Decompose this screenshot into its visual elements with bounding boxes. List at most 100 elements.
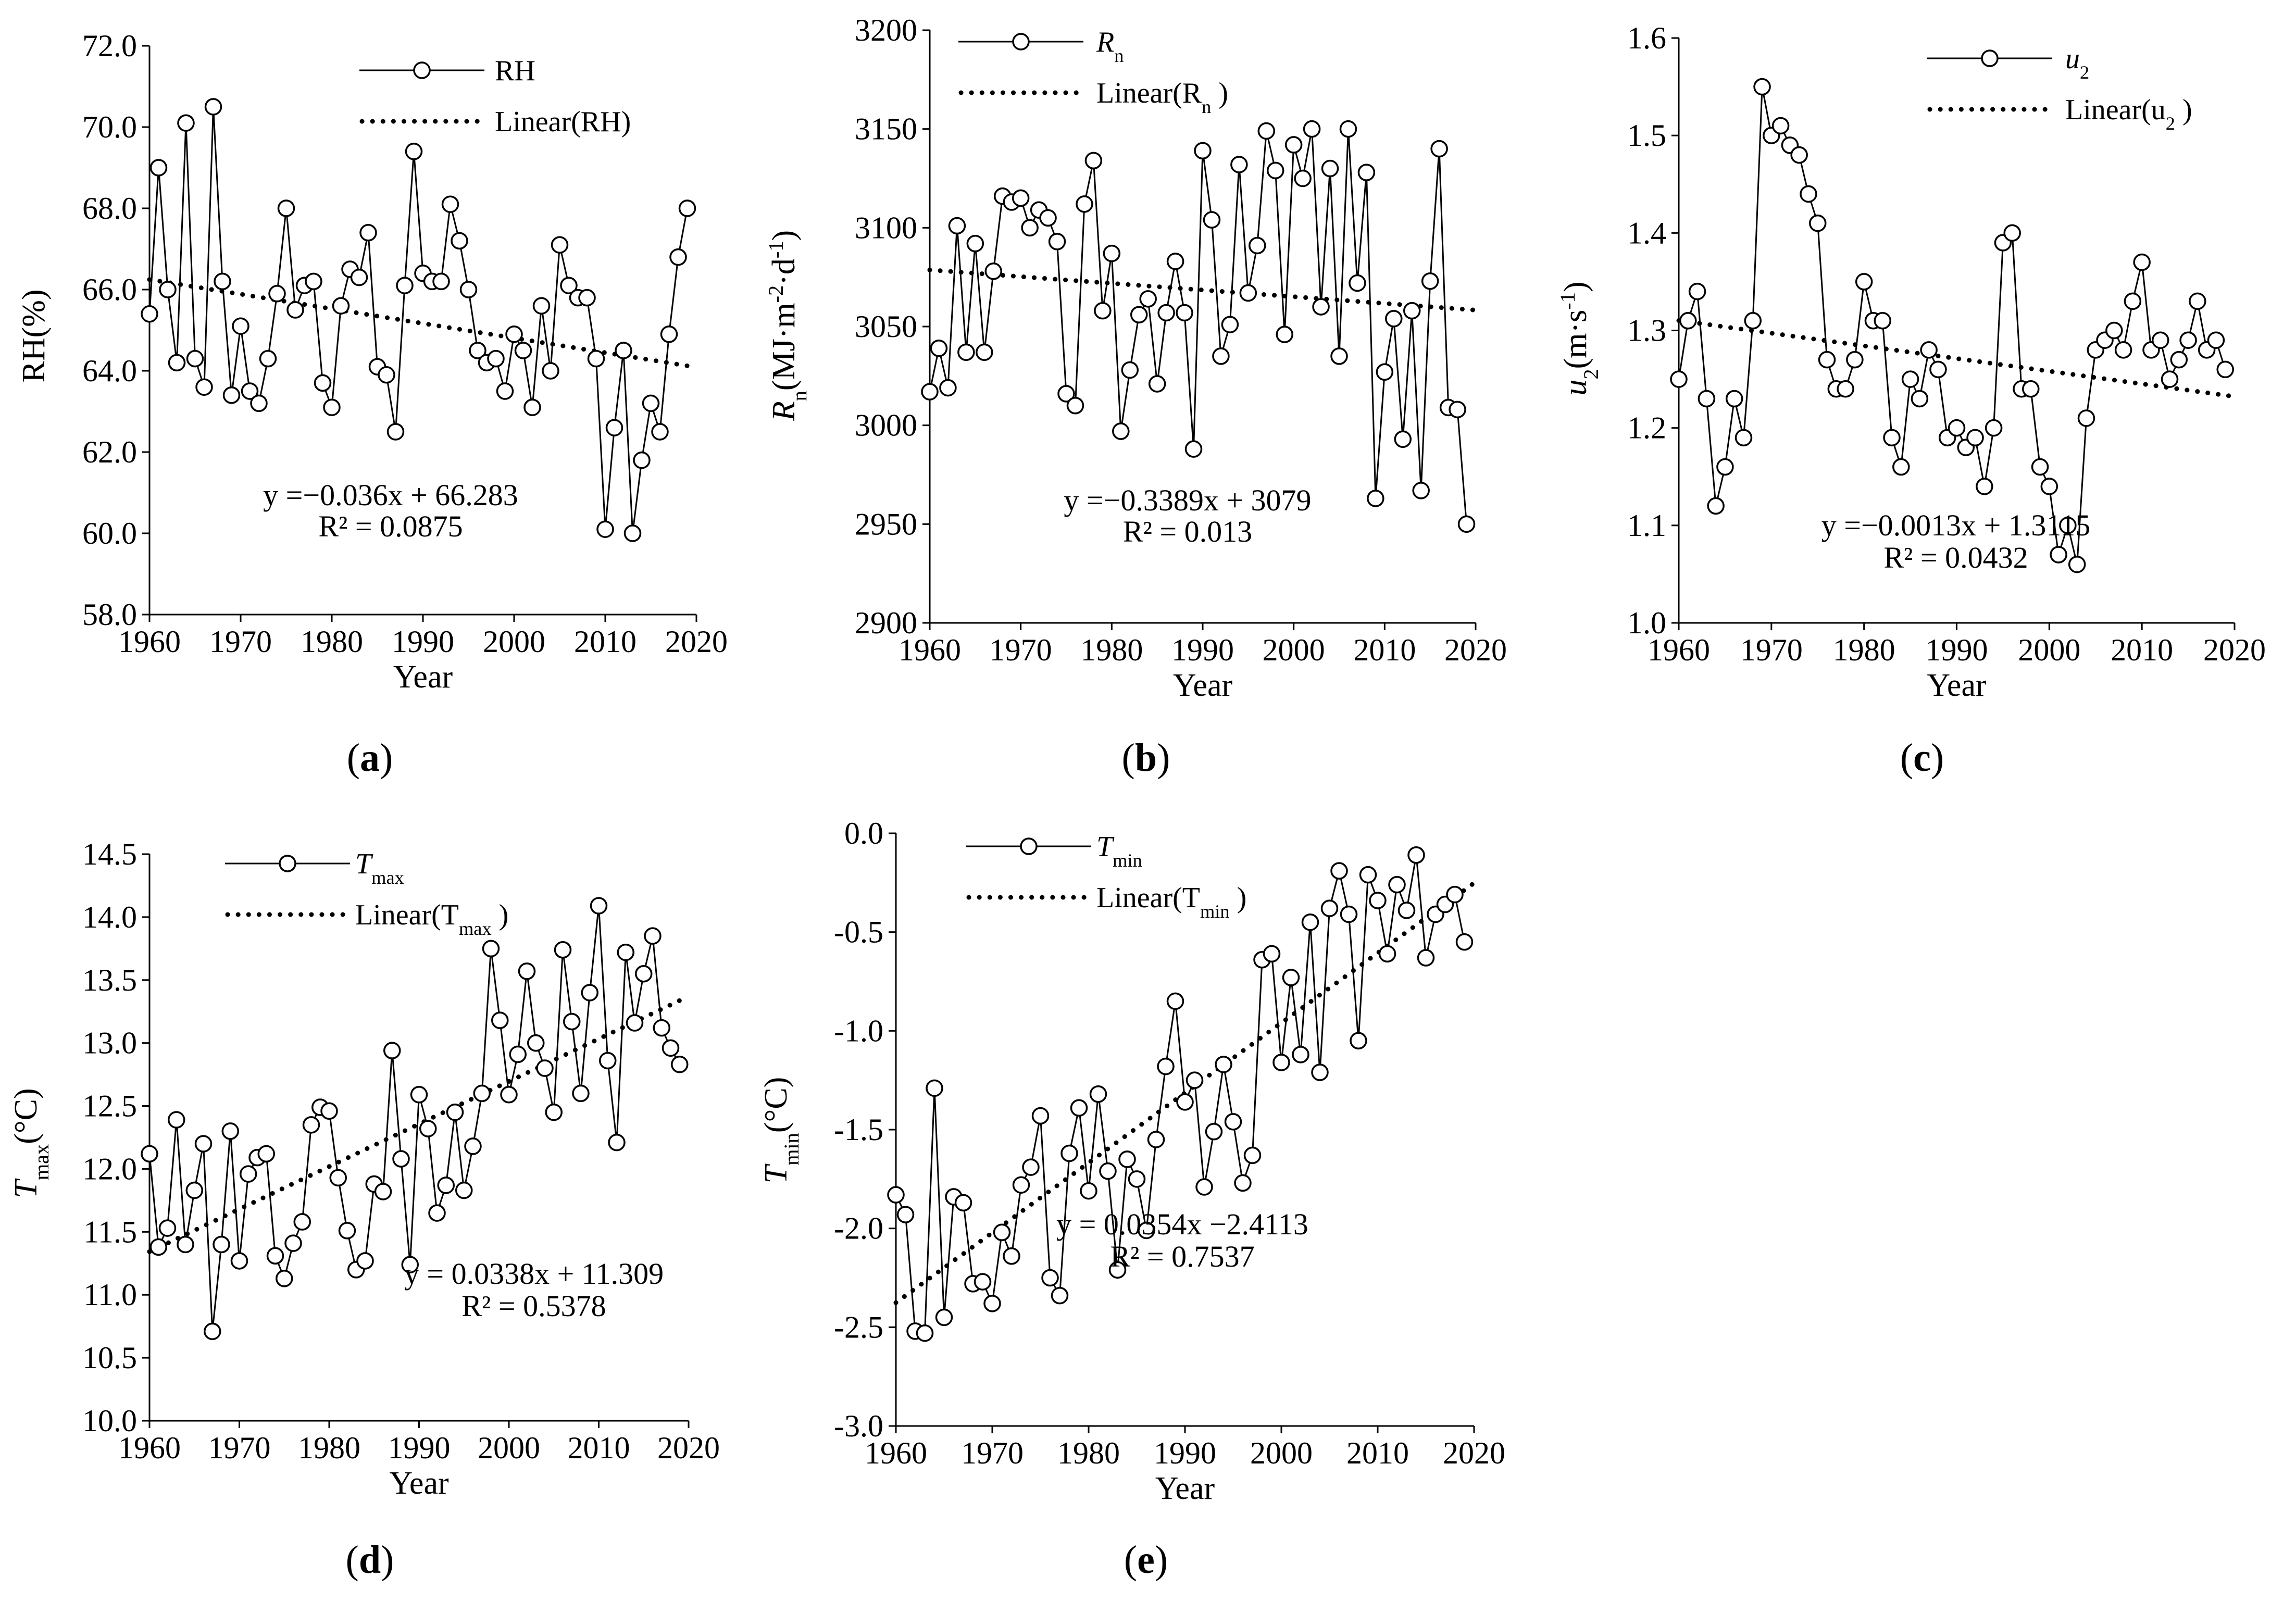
data-point bbox=[1350, 1032, 1367, 1050]
y-tick-label: 12.5 bbox=[82, 1089, 137, 1123]
x-tick-label: 1970 bbox=[208, 1431, 271, 1465]
data-point bbox=[141, 305, 158, 323]
data-point bbox=[1966, 429, 1984, 447]
legend-series-marker bbox=[1012, 33, 1030, 51]
data-point bbox=[1376, 363, 1394, 381]
data-point bbox=[1166, 253, 1184, 270]
data-point bbox=[623, 524, 642, 542]
data-point bbox=[2179, 331, 2197, 349]
data-point bbox=[1403, 302, 1421, 320]
data-point bbox=[1707, 497, 1725, 515]
data-point bbox=[2170, 351, 2188, 369]
data-point bbox=[500, 1086, 518, 1104]
data-point bbox=[509, 1045, 527, 1064]
data-point bbox=[1976, 478, 1993, 495]
data-point bbox=[887, 1186, 905, 1204]
data-point bbox=[926, 1079, 943, 1097]
data-point bbox=[1725, 390, 1743, 408]
legend-trend-label: Linear(RH) bbox=[495, 106, 631, 138]
data-point bbox=[359, 224, 377, 242]
x-tick-label: 1990 bbox=[1171, 633, 1234, 667]
r-squared: R² = 0.7537 bbox=[1110, 1240, 1254, 1273]
data-point bbox=[1294, 169, 1312, 187]
data-point bbox=[1920, 341, 1938, 359]
data-point bbox=[1051, 1286, 1069, 1305]
data-point bbox=[1041, 1269, 1059, 1287]
data-point bbox=[149, 1238, 167, 1256]
y-tick-label: 10.5 bbox=[82, 1341, 137, 1375]
data-point bbox=[314, 374, 332, 392]
x-tick-label: 1980 bbox=[301, 624, 363, 659]
chart-panel-c: 1.0 1.1 1.2 1.3 1.4 1.5 1.6 1960 1970 1980 1990 200… bbox=[1556, 21, 2266, 780]
legend-series-marker bbox=[279, 855, 296, 872]
data-point bbox=[1112, 422, 1130, 440]
data-point bbox=[141, 1145, 158, 1163]
data-point bbox=[948, 217, 966, 235]
data-point bbox=[1449, 401, 1466, 419]
data-point bbox=[1378, 945, 1396, 963]
data-point bbox=[1330, 862, 1348, 880]
data-point bbox=[551, 236, 569, 254]
data-point bbox=[974, 1273, 992, 1291]
data-point bbox=[1221, 316, 1239, 333]
y-tick-label: -1.5 bbox=[834, 1112, 883, 1147]
data-point bbox=[158, 1219, 177, 1237]
y-tick-label: 3150 bbox=[855, 112, 917, 146]
data-point bbox=[921, 383, 939, 401]
x-tick-label: 1990 bbox=[392, 624, 454, 659]
data-point bbox=[1412, 482, 1430, 499]
data-point bbox=[617, 943, 634, 961]
data-point bbox=[1367, 490, 1384, 507]
y-tick-label: 3100 bbox=[855, 210, 917, 245]
data-point bbox=[338, 1222, 356, 1240]
x-tick-label: 2000 bbox=[483, 624, 545, 659]
data-point bbox=[1176, 1093, 1194, 1111]
chart-panel-e: -3.0 -2.5 -2.0 -1.5 -1.0 -0.5 0.0 1960 1970 1980 1… bbox=[758, 816, 1505, 1582]
panel-label: (c) bbox=[1900, 736, 1944, 780]
x-tick-label: 2010 bbox=[1346, 1436, 1409, 1470]
data-point bbox=[939, 379, 957, 397]
y-tick-label: 13.5 bbox=[82, 963, 137, 997]
data-point bbox=[605, 419, 623, 436]
data-point bbox=[1139, 290, 1157, 308]
x-tick-label: 2000 bbox=[478, 1431, 540, 1465]
r-squared: R² = 0.0432 bbox=[1883, 541, 2028, 574]
data-point bbox=[374, 1183, 392, 1200]
data-point bbox=[1688, 282, 1706, 301]
data-point bbox=[966, 234, 984, 253]
data-point bbox=[642, 394, 660, 412]
data-point bbox=[195, 378, 213, 396]
data-point bbox=[464, 1137, 482, 1155]
data-point bbox=[437, 1177, 455, 1194]
data-point bbox=[599, 1052, 617, 1070]
data-point bbox=[446, 1103, 464, 1121]
x-tick-label: 2000 bbox=[2018, 633, 2080, 667]
x-tick-label: 2000 bbox=[1263, 633, 1325, 667]
legend-series-marker bbox=[1981, 49, 1999, 67]
x-tick-label: 2020 bbox=[2203, 633, 2266, 667]
legend-trend-label: Linear(Rn ) bbox=[1096, 77, 1228, 117]
data-point bbox=[491, 1011, 509, 1029]
data-point bbox=[177, 1235, 194, 1254]
data-point bbox=[204, 1322, 221, 1341]
series-line bbox=[148, 106, 688, 534]
data-point bbox=[1108, 1261, 1127, 1279]
y-tick-label: 13.0 bbox=[82, 1026, 137, 1060]
data-point bbox=[1818, 351, 1836, 369]
data-point bbox=[554, 941, 572, 959]
chart-panel-b: 2900 2950 3000 3050 3100 3150 3200 1960 1970 1980… bbox=[764, 13, 1507, 780]
data-point bbox=[1103, 244, 1121, 262]
data-point bbox=[1855, 273, 1873, 291]
data-point bbox=[1349, 274, 1366, 292]
trend-equation: y = 0.0338x + 11.309 bbox=[404, 1257, 664, 1291]
legend-series-label: Tmax bbox=[355, 848, 404, 888]
data-point bbox=[635, 965, 653, 983]
data-point bbox=[276, 1270, 293, 1287]
data-point bbox=[1272, 1054, 1290, 1071]
data-point bbox=[581, 984, 598, 1002]
data-point bbox=[542, 362, 559, 380]
data-point bbox=[1249, 236, 1266, 255]
data-point bbox=[240, 1165, 257, 1183]
y-tick-label: -2.0 bbox=[834, 1211, 883, 1246]
data-point bbox=[432, 272, 450, 291]
